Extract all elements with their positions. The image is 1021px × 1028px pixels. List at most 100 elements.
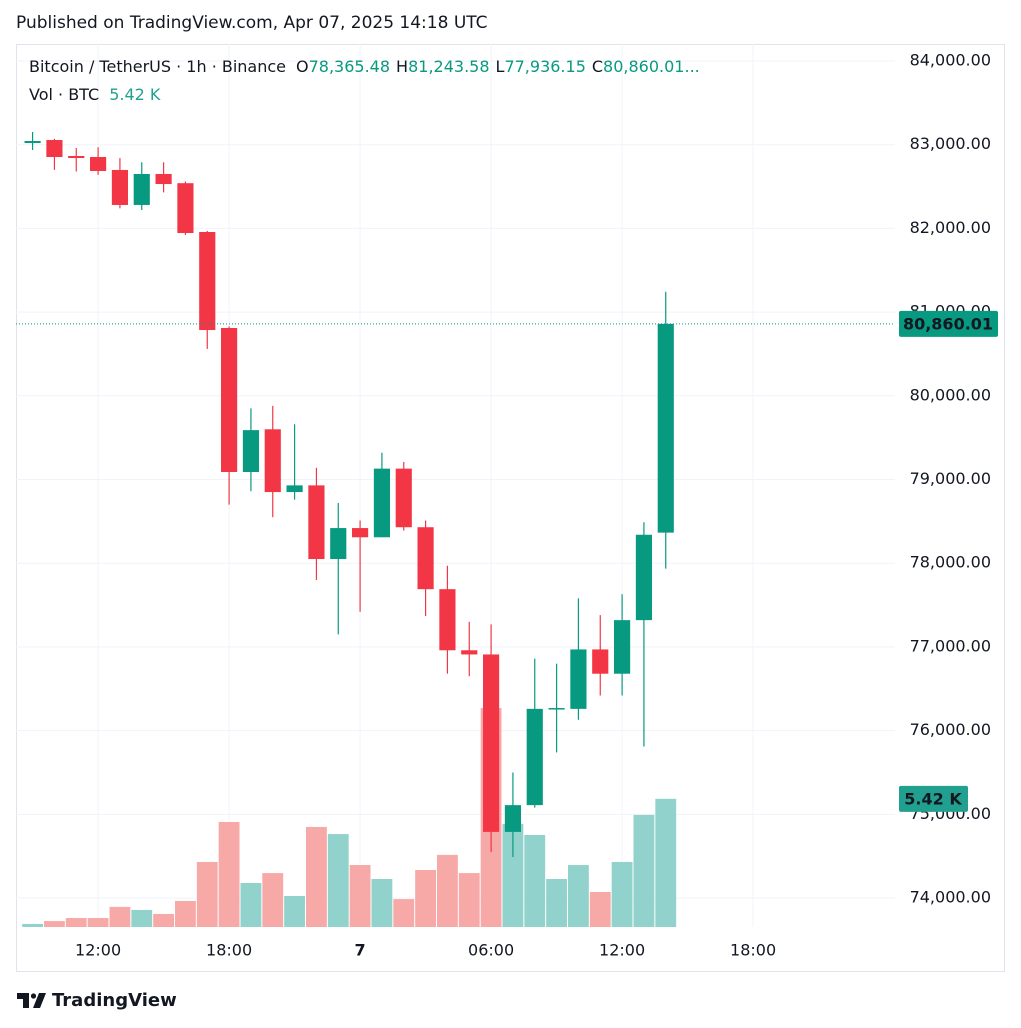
volume-value: 5.42 K [109, 85, 161, 104]
symbol-header: Bitcoin / TetherUS · 1h · Binance O78,365… [29, 57, 700, 76]
y-tick-label: 78,000.00 [910, 553, 991, 572]
x-tick-label: 06:00 [468, 941, 514, 960]
volume-bar [611, 861, 633, 927]
candle-body [264, 429, 281, 493]
last-price-label: 80,860.01 [903, 314, 993, 333]
volume-badge-label: 5.42 K [904, 789, 962, 808]
candle-body [90, 157, 107, 171]
ohlc-key: O [296, 57, 309, 76]
candle-body [242, 430, 260, 472]
volume-bar [371, 878, 393, 927]
volume-bar [393, 899, 415, 927]
candle-body [221, 328, 238, 472]
y-tick-label: 79,000.00 [910, 469, 991, 488]
y-tick-label: 80,000.00 [910, 385, 991, 404]
candle-body [548, 708, 565, 710]
x-tick-label: 18:00 [206, 941, 252, 960]
volume-header: Vol · BTC 5.42 K [29, 85, 161, 104]
ohlc-key: H [396, 57, 408, 76]
volume-bar [568, 865, 589, 927]
y-tick-label: 74,000.00 [910, 888, 991, 907]
volume-bar [415, 870, 437, 927]
volume-bar [240, 883, 262, 927]
candle-body [308, 485, 325, 560]
volume-bar [44, 921, 65, 927]
volume-bar [284, 896, 306, 927]
x-tick-label: 7 [355, 941, 366, 960]
y-tick-label: 76,000.00 [910, 720, 991, 739]
ohlc-value: 78,365.48 [309, 57, 390, 76]
published-note: Published on TradingView.com, Apr 07, 20… [16, 13, 488, 33]
x-tick-label: 12:00 [599, 941, 645, 960]
candle-body [395, 468, 412, 528]
volume-bar [262, 873, 284, 927]
candle-body [111, 169, 129, 205]
candle-body [526, 708, 543, 806]
volume-bar [218, 821, 240, 927]
candle-body [635, 534, 652, 621]
volume-bar [437, 854, 458, 927]
last-price-badge [899, 310, 998, 337]
candle-body [133, 173, 150, 205]
candle-body [177, 183, 194, 234]
candle-body [68, 155, 85, 159]
volume-bar [349, 865, 371, 927]
axes: 74,000.0075,000.0076,000.0077,000.0078,0… [75, 50, 998, 960]
candle-body [483, 654, 500, 832]
candle-body [614, 620, 631, 674]
candle-body [46, 140, 63, 158]
candle-body [592, 649, 609, 674]
x-tick-label: 12:00 [75, 941, 121, 960]
candle-body [657, 323, 674, 533]
volume-bar [524, 835, 546, 927]
candle-body [155, 173, 172, 185]
volume-bar [589, 891, 611, 927]
y-tick-label: 77,000.00 [910, 636, 991, 655]
candle-body [352, 528, 369, 538]
candle-body [439, 589, 456, 651]
ohlc-value: 80,860.01... [603, 57, 700, 76]
volume-bar [109, 906, 131, 927]
candle-body [373, 468, 391, 538]
volume-bar [655, 798, 677, 927]
candle-body [417, 527, 434, 590]
x-tick-label: 18:00 [730, 941, 776, 960]
y-tick-label: 82,000.00 [910, 218, 991, 237]
volume-bar [546, 878, 568, 927]
volume-bar [327, 834, 349, 927]
candle-pane [16, 131, 895, 858]
volume-bar [196, 861, 218, 927]
volume-pane [22, 708, 677, 927]
volume-bar [153, 913, 175, 927]
volume-bar [131, 909, 153, 927]
volume-bar [87, 918, 109, 927]
tradingview-logo [17, 993, 46, 1008]
candle-body [24, 141, 41, 144]
ohlc-value: 81,243.58 [408, 57, 489, 76]
chart-frame [16, 44, 1005, 972]
ohlc-key: L [496, 57, 505, 76]
volume-bar [306, 826, 327, 927]
volume-bar [458, 873, 480, 927]
symbol-title: Bitcoin / TetherUS · 1h · Binance [29, 57, 286, 76]
candle-body [570, 649, 587, 709]
volume-bar [502, 823, 524, 927]
footer-brand: TradingView [52, 990, 177, 1011]
candle-body [199, 232, 216, 331]
candle-body [330, 528, 347, 560]
y-tick-label: 84,000.00 [910, 50, 991, 69]
candle-body [286, 485, 303, 493]
volume-bar [175, 900, 196, 927]
y-tick-label: 83,000.00 [910, 134, 991, 153]
volume-bar [65, 918, 87, 927]
volume-bar [22, 923, 44, 927]
volume-badge [899, 785, 968, 812]
volume-bar [633, 814, 655, 927]
candle-body [504, 805, 521, 832]
ohlc-key: C [592, 57, 603, 76]
candle-body [461, 650, 478, 655]
volume-title: Vol · BTC [29, 85, 99, 104]
ohlc-value: 77,936.15 [504, 57, 585, 76]
